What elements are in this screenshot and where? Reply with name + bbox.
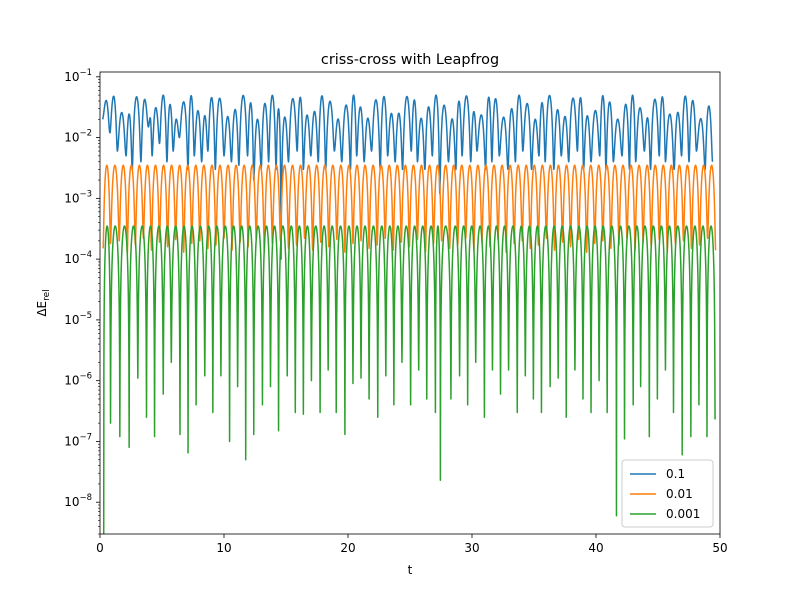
legend-label: 0.01 <box>666 487 693 501</box>
x-tick-label: 50 <box>712 541 727 555</box>
legend: 0.1 0.01 0.001 <box>621 459 714 528</box>
y-axis-label-subscript: rel <box>42 289 52 301</box>
x-tick-label: 20 <box>340 541 355 555</box>
y-tick-label: 10−4 <box>64 250 92 266</box>
legend-label: 0.001 <box>666 507 700 521</box>
x-tick-label: 30 <box>464 541 479 555</box>
plot-frame <box>99 71 721 535</box>
legend-label: 0.1 <box>666 467 685 481</box>
y-tick-label: 10−1 <box>64 68 92 84</box>
legend-box <box>621 459 714 528</box>
y-axis-label: ΔErel <box>35 289 52 316</box>
series-layer <box>101 94 717 534</box>
x-tick-label: 0 <box>96 541 104 555</box>
series-line-2 <box>102 225 716 534</box>
chart-title: criss-cross with Leapfrog <box>321 52 499 68</box>
series-line-0 <box>101 94 714 260</box>
y-axis-label-main: ΔE <box>35 301 49 317</box>
y-tick-label: 10−6 <box>64 372 92 388</box>
y-tick-label: 10−3 <box>64 189 92 205</box>
x-axis-label: t <box>408 563 413 577</box>
y-axis: 10−8 10−7 10−6 10−5 10−4 10−3 10−2 10−1 <box>64 68 100 535</box>
y-tick-label: 10−2 <box>64 129 92 145</box>
x-tick-label: 40 <box>588 541 603 555</box>
y-tick-label: 10−7 <box>64 432 92 448</box>
y-tick-label: 10−8 <box>64 493 92 509</box>
x-axis: 0 10 20 30 40 50 <box>96 534 728 555</box>
y-tick-label: 10−5 <box>64 311 92 327</box>
series-line-1 <box>102 164 717 256</box>
x-tick-label: 10 <box>216 541 231 555</box>
